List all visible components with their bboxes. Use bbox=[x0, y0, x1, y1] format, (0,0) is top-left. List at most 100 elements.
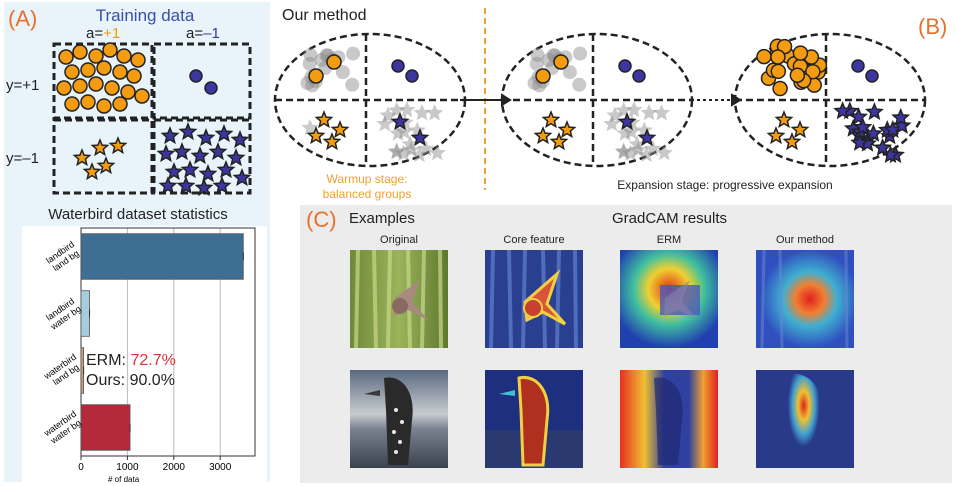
minority-orange-star bbox=[557, 120, 577, 139]
excluded-gray-circle bbox=[529, 56, 544, 71]
excluded-gray-star bbox=[398, 101, 416, 118]
minority-orange-star bbox=[790, 120, 810, 139]
column-label-a-plus: a=+1 bbox=[86, 25, 121, 42]
expansion-diagram bbox=[273, 8, 927, 190]
accuracy-annotation: ERM: 72.7% Ours: 90.0% bbox=[86, 351, 176, 391]
majority-orange-circle bbox=[88, 76, 104, 92]
majority-orange-circle bbox=[80, 62, 96, 78]
excluded-gray-circle bbox=[572, 77, 587, 92]
image-ours-bamboo-bird bbox=[756, 250, 854, 348]
minority-orange-star bbox=[90, 138, 110, 157]
minority-orange-star bbox=[306, 126, 326, 145]
minority-purple-circle bbox=[632, 69, 646, 83]
excluded-gray-star bbox=[428, 144, 446, 161]
excluded-gray-star bbox=[616, 124, 634, 141]
excluded-gray-star bbox=[615, 101, 633, 118]
selected-purple-star bbox=[637, 128, 657, 147]
majority-purple-star bbox=[178, 122, 198, 141]
minority-purple-circle bbox=[865, 69, 879, 83]
minority-orange-star bbox=[533, 126, 553, 145]
majority-orange-circle bbox=[130, 52, 146, 68]
excluded-gray-star bbox=[413, 104, 431, 121]
cell-y-plus-a-minus bbox=[152, 42, 252, 120]
majority-orange-circle bbox=[80, 94, 96, 110]
excluded-gray-circle bbox=[303, 47, 318, 62]
minority-purple-circle bbox=[618, 59, 632, 73]
image-core-feature-bamboo-bird bbox=[485, 250, 583, 348]
excluded-gray-star bbox=[388, 101, 406, 118]
selected-orange-circle bbox=[772, 80, 788, 97]
training-data-title: Training data bbox=[95, 6, 195, 25]
cell-y-minus-a-minus bbox=[152, 118, 252, 195]
training-data-grid bbox=[52, 42, 252, 197]
excluded-gray-star bbox=[637, 145, 656, 163]
excluded-gray-circle bbox=[346, 46, 361, 61]
excluded-gray-star bbox=[655, 144, 673, 161]
excluded-gray-star bbox=[622, 122, 640, 140]
minority-orange-star bbox=[330, 120, 350, 139]
majority-purple-star bbox=[216, 160, 236, 179]
excluded-gray-circle bbox=[541, 53, 556, 68]
majority-purple-star bbox=[160, 126, 180, 145]
column-our-method: Our method bbox=[775, 234, 835, 246]
selected-purple-star bbox=[864, 102, 884, 121]
excluded-gray-circle bbox=[573, 46, 588, 61]
image-original-woodpecker bbox=[350, 370, 448, 468]
panel-c-letter: (C) bbox=[306, 207, 337, 232]
excluded-gray-star bbox=[644, 139, 662, 157]
chart-frame bbox=[80, 227, 256, 457]
excluded-gray-star bbox=[402, 141, 420, 158]
ours-accuracy: Ours: 90.0% bbox=[86, 372, 175, 389]
panel-a-letter: (A) bbox=[8, 6, 38, 31]
majority-purple-star bbox=[172, 142, 192, 161]
selected-orange-circle bbox=[792, 45, 809, 61]
panel-b-letter: (B) bbox=[918, 14, 948, 39]
majority-orange-circle bbox=[112, 64, 128, 80]
excluded-gray-star bbox=[603, 115, 621, 132]
column-core-feature: Core feature bbox=[503, 234, 565, 246]
excluded-gray-star bbox=[628, 135, 646, 152]
x-axis-label: # of data bbox=[108, 475, 140, 484]
excluded-gray-star bbox=[606, 106, 624, 123]
stage-arrows bbox=[460, 93, 742, 107]
x-tick-label: 3000 bbox=[209, 462, 232, 473]
majority-purple-star bbox=[156, 144, 176, 163]
erm-accuracy: ERM: 72.7% bbox=[86, 352, 176, 369]
excluded-gray-star bbox=[395, 122, 413, 140]
majority-orange-circle bbox=[126, 68, 142, 84]
majority-orange-circle bbox=[96, 60, 112, 76]
selected-purple-star bbox=[850, 132, 870, 151]
excluded-gray-star bbox=[615, 143, 633, 160]
examples-label: Examples bbox=[349, 210, 415, 227]
minority-orange-star bbox=[549, 132, 569, 151]
minority-purple-circle bbox=[391, 59, 405, 73]
group-ellipse-expanded bbox=[733, 32, 927, 168]
minority-orange-star bbox=[782, 132, 802, 151]
excluded-gray-circle bbox=[314, 53, 329, 68]
selected-orange-circle bbox=[308, 68, 324, 84]
selected-purple-star bbox=[390, 112, 410, 131]
selected-purple-star bbox=[617, 112, 637, 131]
column-erm: ERM bbox=[656, 234, 682, 246]
selected-orange-circle bbox=[805, 63, 821, 80]
column-label-a-minus: a=–1 bbox=[186, 25, 220, 42]
majority-purple-star bbox=[232, 168, 252, 187]
majority-purple-star bbox=[158, 176, 178, 195]
expansion-caption: Expansion stage: progressive expansion bbox=[617, 178, 833, 192]
selected-orange-circle bbox=[770, 49, 786, 65]
majority-orange-circle bbox=[64, 64, 80, 80]
excluded-gray-star bbox=[622, 144, 640, 161]
excluded-gray-star bbox=[389, 124, 407, 141]
minority-orange-star bbox=[82, 162, 102, 181]
cell-y-minus-a-plus bbox=[52, 118, 154, 195]
minority-orange-star bbox=[314, 110, 334, 129]
majority-orange-circle bbox=[72, 78, 88, 94]
selected-purple-star bbox=[833, 101, 853, 120]
excluded-gray-star bbox=[388, 143, 406, 160]
stats-title: Waterbird dataset statistics bbox=[48, 206, 228, 223]
bar-landbird-water-bg bbox=[80, 290, 90, 337]
x-tick-label: 0 bbox=[78, 462, 84, 473]
majority-orange-circle bbox=[102, 42, 118, 58]
minority-orange-star bbox=[774, 110, 794, 129]
excluded-gray-circle bbox=[345, 77, 360, 92]
